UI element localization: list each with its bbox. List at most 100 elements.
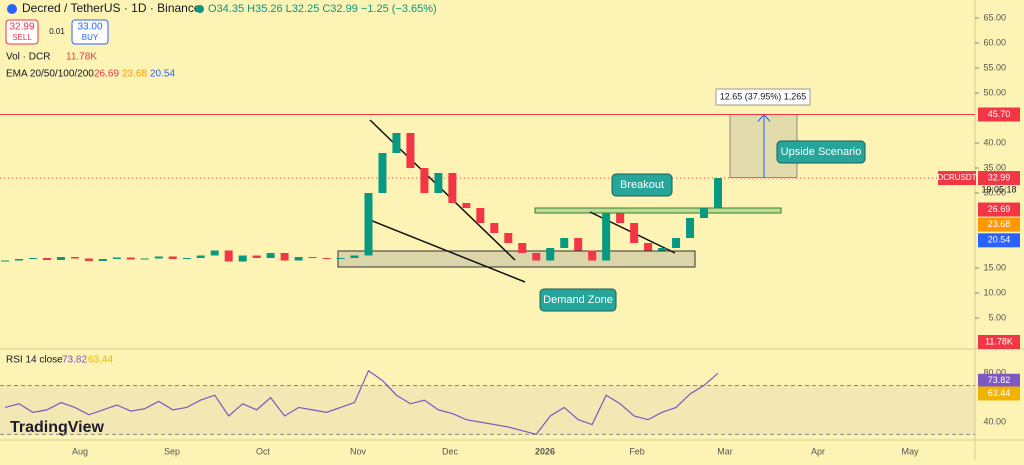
candle-body [1,260,9,262]
volume-label-box [978,335,1020,349]
candle-body [266,253,275,258]
x-tick-label: Mar [717,446,733,456]
y-tick-label: 15.00 [983,262,1006,272]
sell-label[interactable]: SELL [12,33,32,42]
spread: 0.01 [49,27,65,36]
volume-label: 11.78K [985,336,1013,346]
rsi-label: 63.44 [988,388,1011,398]
buy-button[interactable] [71,19,109,45]
y-tick-label: 65.00 [983,12,1006,22]
breakout-zone [534,207,782,214]
candle-body [252,255,261,258]
price-label: 20.54 [988,235,1011,245]
candle-body [462,203,471,208]
rsi-label-box [978,386,1020,401]
y-tick-label: 30.00 [983,187,1006,197]
symbol-icon [7,4,17,14]
measure-box [715,88,811,106]
candle-body [658,248,667,251]
candle-body [70,257,79,259]
candle-body [686,218,695,238]
rsi-legend: RSI 14 close [6,355,63,366]
candle-body [434,173,443,193]
candle-body [42,258,51,260]
rsi-label: 73.82 [988,375,1011,385]
y-tick-label: 10.00 [983,287,1006,297]
trendline [364,217,526,283]
candle-body [532,253,541,261]
candle-body [350,255,359,258]
symbol-label: DCRUSDT [937,173,976,182]
countdown: 19:05:18 [981,184,1016,194]
ema-legend: EMA 20/50/100/200 [6,69,94,80]
candle-body [322,258,331,259]
y-tick-label: 40.00 [983,137,1006,147]
candle-body [28,258,37,259]
candle-body [392,133,401,153]
ema-value: 23.68 [122,69,147,80]
candle-body [378,153,387,193]
price-label: 32.99 [988,172,1011,182]
price-label-box [978,217,1020,232]
rsi-tick-label: 40.00 [983,416,1006,426]
candle-body [238,255,247,262]
candle-body [574,238,583,251]
candle-body [546,248,555,261]
x-tick-label: May [901,446,919,456]
sell-price[interactable]: 32.99 [9,22,34,33]
y-tick-label: 5.00 [988,312,1006,322]
candle-body [14,259,23,261]
candle-body [98,259,107,261]
candle-body [224,250,233,262]
x-tick-label: Feb [629,446,645,456]
candle-body [406,133,415,168]
price-label-box [978,202,1020,217]
candle-body [280,253,289,261]
y-tick-label: 35.00 [983,162,1006,172]
candle-body [490,223,499,233]
demand-zone-label: Demand Zone [543,294,613,306]
candle-body [196,255,205,258]
candle-body [616,213,625,223]
candle-body [308,257,317,258]
y-tick-label: 50.00 [983,87,1006,97]
price-label-box [978,233,1020,248]
price-label: 26.69 [988,204,1011,214]
market-status [196,5,204,13]
volume-value: 11.78K [66,52,97,63]
candle-body [140,258,149,260]
demand-zone [337,250,696,268]
measure-label: 12.65 (37.95%) 1,265 [720,91,807,101]
x-tick-label: Oct [256,446,271,456]
breakout-label: Breakout [620,179,664,191]
candle-body [672,238,681,248]
upside-label: Upside Scenario [781,146,862,158]
rsi-value: 73.82 [62,355,87,366]
upside-label-box [776,140,866,164]
price-label-box [978,107,1020,122]
ohlc: O34.35 H35.26 L32.25 C32.99 −1.25 (−3.65… [208,3,437,15]
demand-zone-label-box [539,288,617,312]
logo: TradingView [10,419,105,436]
candle-body [84,258,93,261]
rsi-value: 63.44 [88,355,113,366]
candle-body [504,233,513,243]
y-tick-label: 60.00 [983,37,1006,47]
x-tick-label: 2026 [535,446,555,456]
symbol-box [938,171,976,186]
candle-body [210,250,219,256]
candle-body [336,258,345,259]
buy-label[interactable]: BUY [82,33,99,42]
buy-price[interactable]: 33.00 [77,22,102,33]
candle-body [560,238,569,248]
candle-body [112,257,121,259]
candle-body [56,257,65,260]
x-tick-label: Sep [164,446,180,456]
candle-body [714,178,722,208]
volume-legend: Vol · DCR [6,52,50,63]
price-label-box [978,171,1020,186]
y-tick-label: 55.00 [983,62,1006,72]
sell-button[interactable] [5,19,39,45]
